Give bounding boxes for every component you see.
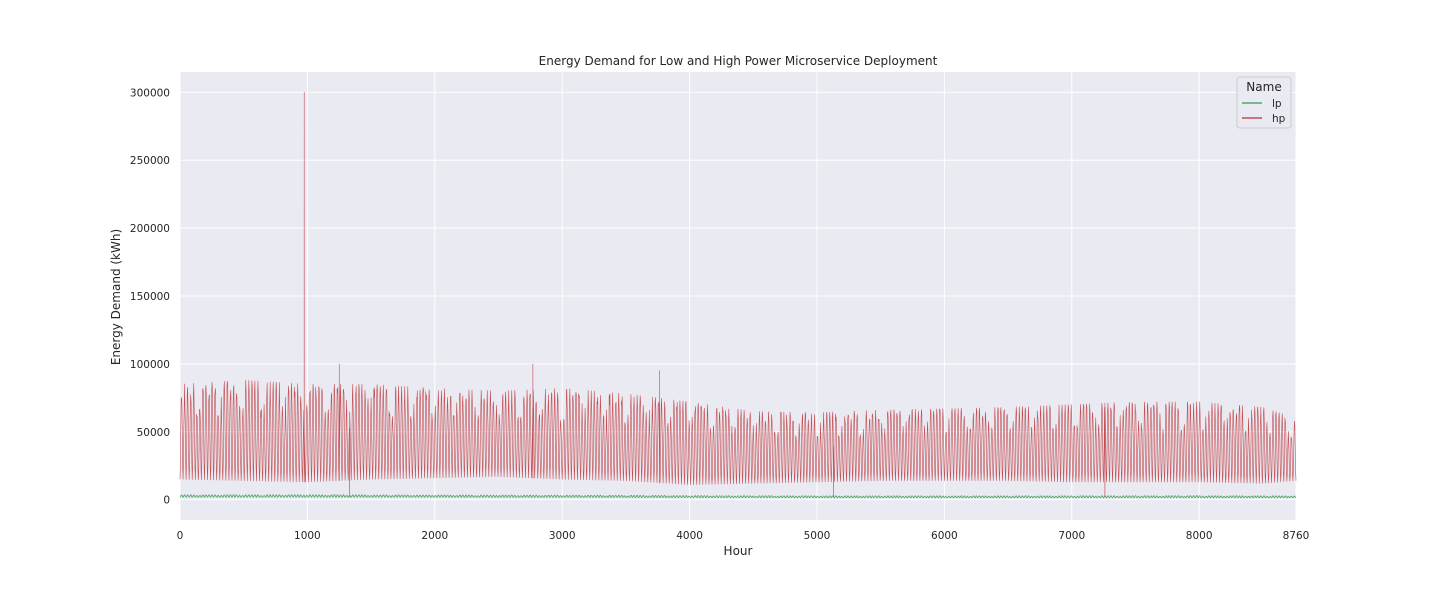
x-tick-label: 5000 — [804, 530, 831, 542]
legend-box — [1236, 76, 1292, 129]
series-line-hp — [179, 92, 1297, 498]
x-tick-label: 0 — [177, 530, 184, 542]
x-tick-label: 3000 — [549, 530, 576, 542]
y-tick-label: 150000 — [130, 291, 170, 303]
y-tick-label: 300000 — [130, 87, 170, 99]
legend-label-lp: lp — [1272, 98, 1282, 110]
x-tick-label: 4000 — [676, 530, 703, 542]
tick-labels: 0 1000 2000 3000 4000 5000 6000 7000 8000 8760 0 50… — [130, 87, 1309, 542]
y-tick-label: 50000 — [137, 427, 170, 439]
legend-title: Name — [1246, 80, 1281, 94]
legend: Name lp hp — [1236, 76, 1292, 129]
y-tick-label: 100000 — [130, 359, 170, 371]
x-tick-label: 7000 — [1058, 530, 1085, 542]
x-tick-label: 1000 — [294, 530, 321, 542]
chart-title: Energy Demand for Low and High Power Mic… — [539, 54, 938, 68]
series-line-lp — [179, 494, 1297, 499]
x-axis-label: Hour — [724, 544, 753, 558]
x-tick-label: 8760 — [1283, 530, 1310, 542]
y-tick-label: 0 — [163, 495, 170, 507]
x-tick-label: 8000 — [1186, 530, 1213, 542]
y-tick-label: 250000 — [130, 155, 170, 167]
series-layer — [179, 92, 1297, 499]
legend-label-hp: hp — [1272, 113, 1286, 125]
y-tick-label: 200000 — [130, 223, 170, 235]
x-tick-label: 2000 — [421, 530, 448, 542]
x-tick-label: 6000 — [931, 530, 958, 542]
y-axis-label: Energy Demand (kWh) — [109, 229, 123, 365]
